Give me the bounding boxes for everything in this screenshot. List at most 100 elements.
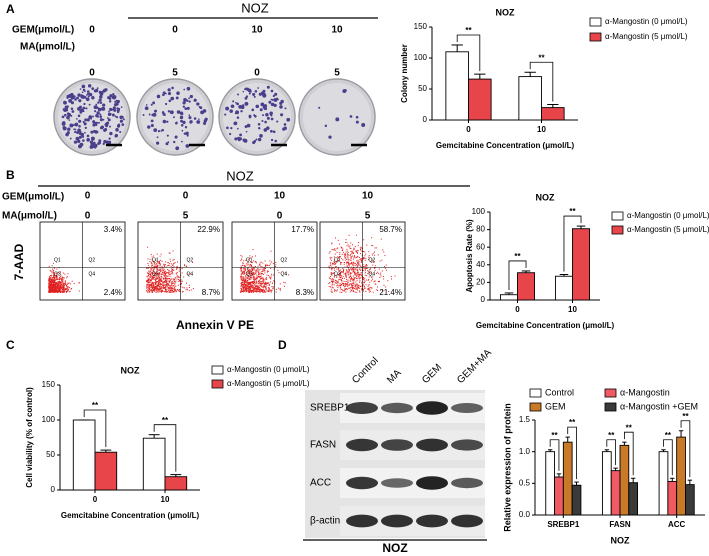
event	[156, 278, 158, 280]
event	[52, 286, 54, 288]
colony	[240, 105, 245, 110]
event	[161, 280, 163, 282]
event	[252, 270, 254, 272]
event	[364, 259, 366, 261]
event	[51, 282, 53, 284]
legend-swatch	[589, 32, 602, 42]
event	[162, 290, 164, 292]
event	[358, 290, 360, 292]
event	[147, 283, 149, 285]
colony	[196, 102, 200, 106]
event	[256, 278, 258, 280]
event	[63, 289, 65, 291]
colony	[61, 121, 66, 126]
event	[354, 284, 356, 286]
event	[164, 273, 166, 275]
event	[49, 287, 51, 289]
event	[244, 286, 246, 288]
event	[185, 289, 187, 291]
colony	[234, 112, 237, 115]
colony	[71, 110, 75, 113]
colony	[179, 115, 184, 120]
event	[261, 280, 263, 282]
event	[250, 291, 252, 293]
event	[333, 281, 335, 283]
colony	[230, 104, 235, 109]
event	[167, 291, 169, 293]
event	[152, 287, 154, 289]
event	[342, 251, 344, 253]
y-axis-label: 7-AAD	[12, 243, 26, 280]
event	[331, 269, 333, 271]
event	[150, 268, 152, 270]
event	[262, 262, 264, 264]
event	[51, 277, 53, 279]
event	[271, 261, 273, 263]
event	[338, 284, 340, 286]
event	[362, 264, 364, 266]
plate-inner	[303, 83, 371, 151]
event	[250, 290, 252, 292]
colony	[166, 134, 169, 137]
event	[242, 291, 244, 293]
colony	[79, 142, 84, 147]
event	[153, 268, 155, 270]
colony	[279, 105, 283, 109]
colony	[74, 128, 77, 131]
error-bar	[547, 104, 559, 108]
y-tick-label: 1.0	[519, 447, 531, 456]
event	[151, 279, 153, 281]
band	[381, 439, 413, 451]
colony	[252, 92, 256, 96]
colony	[257, 122, 261, 126]
event	[50, 289, 52, 291]
event	[52, 279, 54, 281]
event	[242, 271, 244, 273]
y-tick-label: 20	[476, 278, 485, 287]
colony	[115, 102, 119, 106]
event	[176, 275, 178, 277]
colony	[175, 121, 178, 125]
event	[257, 275, 259, 277]
event	[248, 279, 250, 281]
event	[150, 284, 152, 286]
event	[360, 250, 362, 252]
event	[159, 263, 161, 265]
event	[345, 275, 347, 277]
event	[152, 286, 154, 288]
event	[351, 283, 353, 285]
colony	[262, 89, 266, 93]
event	[173, 269, 175, 271]
event	[275, 266, 277, 268]
event	[374, 269, 376, 271]
event	[157, 264, 159, 266]
colony	[265, 112, 269, 117]
event	[61, 282, 63, 284]
event	[371, 254, 373, 256]
event	[272, 288, 274, 290]
event	[248, 270, 250, 272]
event	[336, 248, 338, 250]
colony	[88, 115, 93, 120]
event	[347, 269, 349, 271]
event	[374, 247, 376, 249]
panel-label: C	[6, 338, 15, 352]
colony	[257, 87, 260, 89]
event	[356, 257, 358, 259]
colony	[78, 119, 82, 123]
event	[341, 281, 343, 283]
event	[384, 255, 386, 257]
event	[171, 288, 173, 290]
event	[242, 284, 244, 286]
event	[391, 278, 393, 280]
significance-label: **	[608, 431, 615, 440]
event	[255, 269, 257, 271]
colony	[260, 102, 265, 107]
event	[372, 275, 374, 277]
event	[358, 287, 360, 289]
event	[254, 284, 256, 286]
event	[245, 263, 247, 265]
event	[55, 285, 57, 287]
event	[339, 243, 341, 245]
event	[347, 254, 349, 256]
